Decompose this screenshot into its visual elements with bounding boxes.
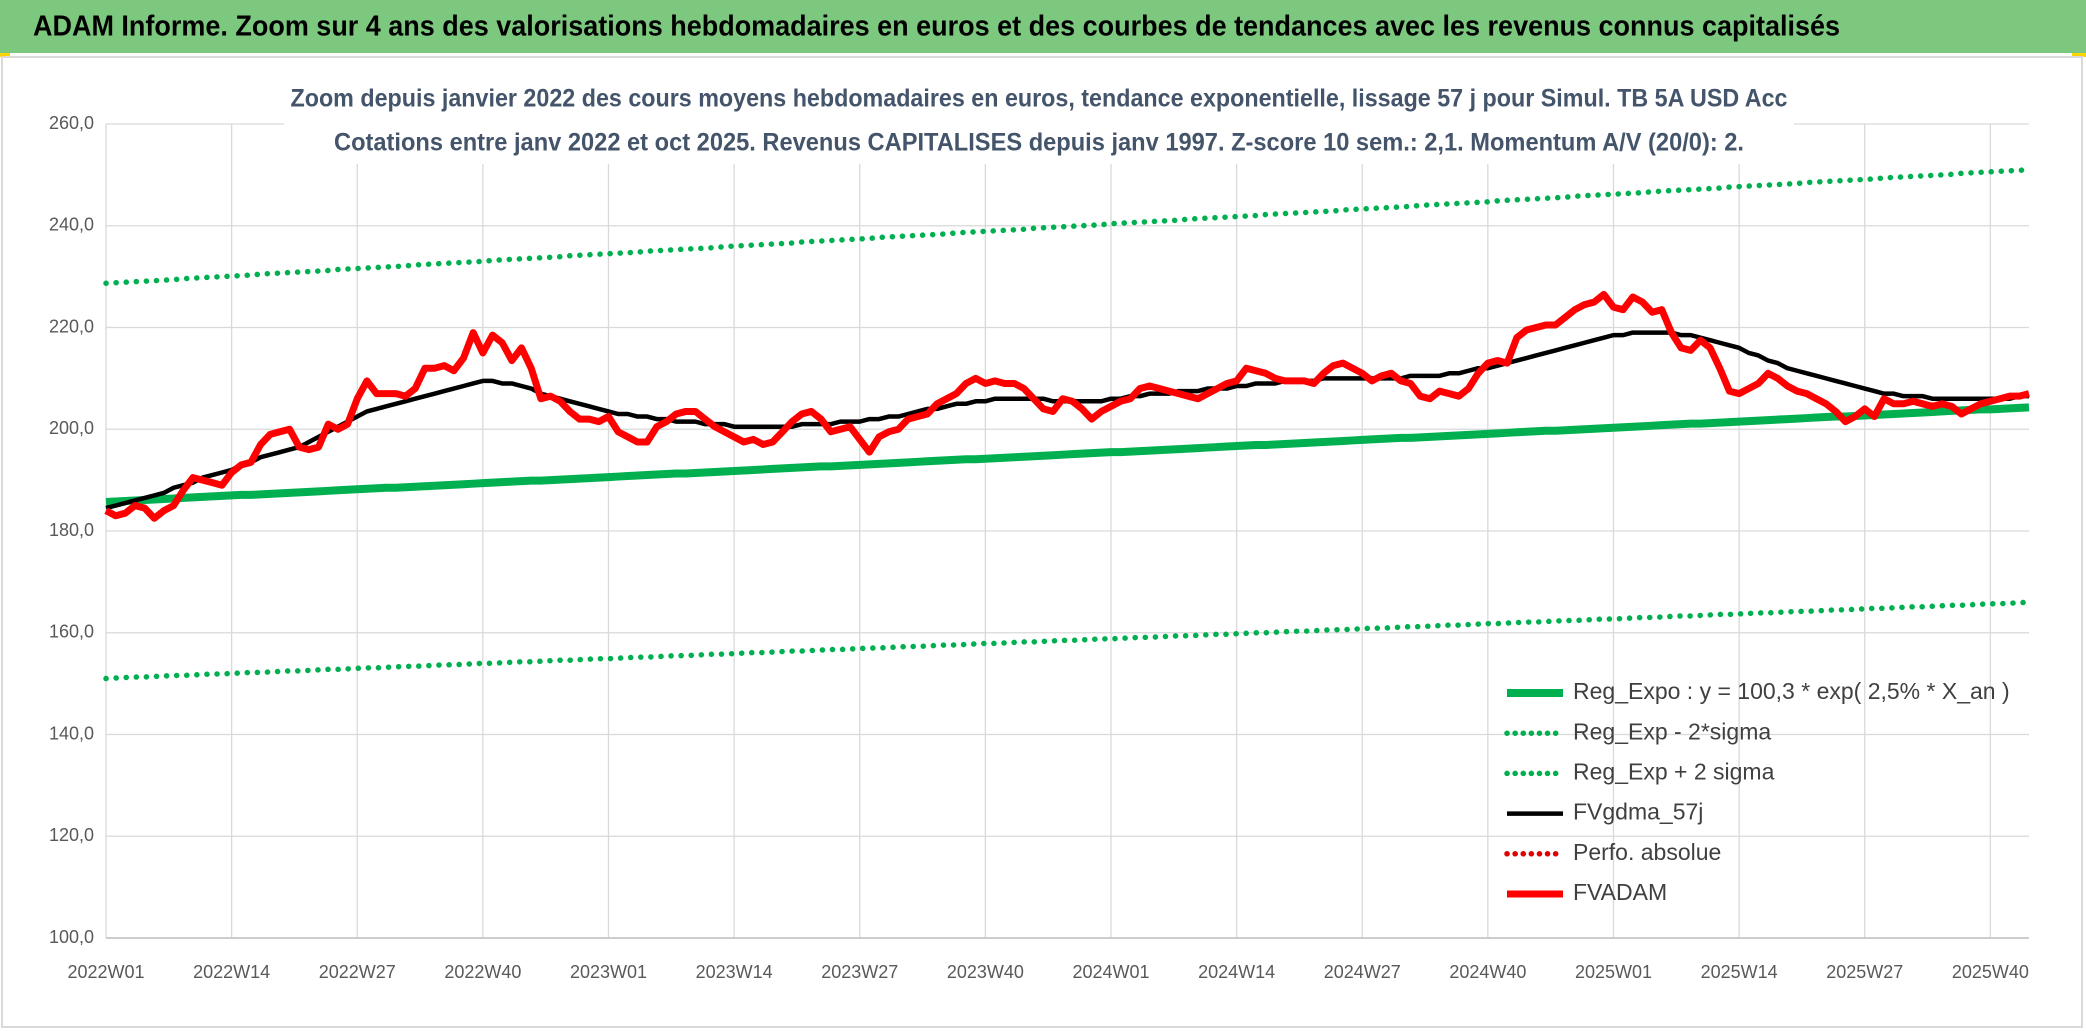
x-tick-label: 2025W14: [1701, 962, 1778, 982]
legend-label: Reg_Expo : y = 100,3 * exp( 2,5% * X_an …: [1573, 678, 2010, 704]
legend: Reg_Expo : y = 100,3 * exp( 2,5% * X_an …: [1504, 678, 2010, 905]
header-bar: [0, 0, 2086, 53]
x-tick-label: 2024W40: [1449, 962, 1526, 982]
legend-label: Reg_Exp + 2 sigma: [1573, 758, 1775, 784]
corner-mark: [0, 53, 10, 57]
plot-lines: [103, 167, 2032, 682]
x-tick-label: 2023W40: [947, 962, 1024, 982]
series-line: [103, 599, 2032, 682]
x-tick-label: 2024W27: [1324, 962, 1401, 982]
y-tick-label: 180,0: [49, 520, 94, 540]
series-line: [104, 290, 2030, 522]
x-tick-label: 2023W01: [570, 962, 647, 982]
x-tick-label: 2025W27: [1826, 962, 1903, 982]
x-tick-label: 2025W40: [1952, 962, 2029, 982]
y-tick-label: 260,0: [49, 113, 94, 133]
series-line: [105, 403, 2030, 506]
x-tick-label: 2022W01: [67, 962, 144, 982]
y-tick-label: 100,0: [49, 927, 94, 947]
y-tick-label: 120,0: [49, 825, 94, 845]
x-tick-label: 2024W01: [1072, 962, 1149, 982]
legend-label: Perfo. absolue: [1573, 839, 1721, 865]
chart-subtitle: Zoom depuis janvier 2022 des cours moyen…: [291, 85, 1788, 113]
y-tick-label: 220,0: [49, 316, 94, 336]
page-title: ADAM Informe. Zoom sur 4 ans des valoris…: [33, 11, 1840, 43]
chart-subtitle: Cotations entre janv 2022 et oct 2025. R…: [334, 129, 1744, 157]
y-tick-label: 160,0: [49, 622, 94, 642]
y-tick-label: 140,0: [49, 723, 94, 743]
y-tick-label: 200,0: [49, 418, 94, 438]
legend-label: FVgdma_57j: [1573, 799, 1703, 825]
legend-label: Reg_Exp - 2*sigma: [1573, 718, 1771, 744]
chart-border: [1, 56, 2083, 1028]
x-tick-label: 2023W14: [696, 962, 773, 982]
subtitle-box: [284, 80, 1794, 164]
x-tick-label: 2022W40: [444, 962, 521, 982]
x-tick-label: 2025W01: [1575, 962, 1652, 982]
legend-label: FVADAM: [1573, 879, 1667, 905]
x-tick-label: 2022W14: [193, 962, 270, 982]
x-tick-label: 2023W27: [821, 962, 898, 982]
x-tick-label: 2022W27: [319, 962, 396, 982]
corner-mark: [2072, 53, 2086, 57]
y-tick-label: 240,0: [49, 215, 94, 235]
grid: 100,0 120,0 140,0 160,0 180,0 200,0 220,0 240,0…: [49, 113, 2029, 982]
x-tick-label: 2024W14: [1198, 962, 1275, 982]
series-line: [103, 167, 2032, 286]
